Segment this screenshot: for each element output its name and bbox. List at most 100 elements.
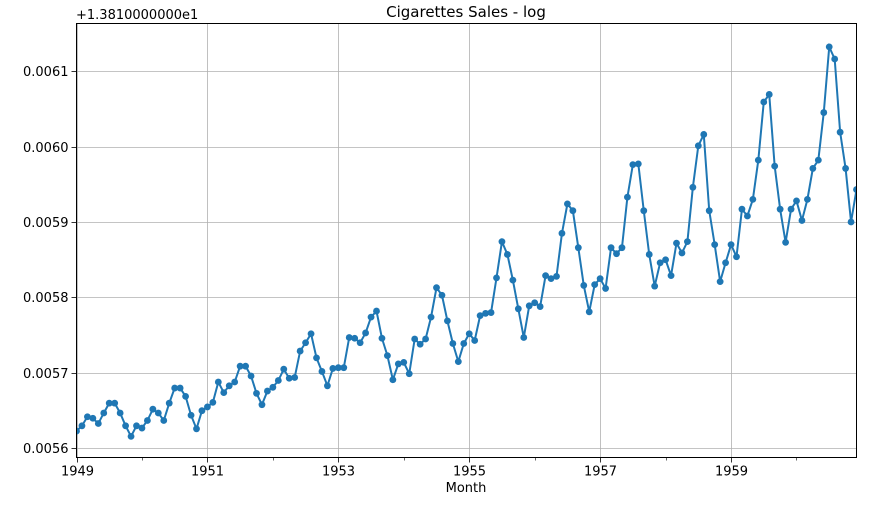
- data-point: [171, 384, 179, 392]
- data-point: [744, 212, 751, 220]
- data-point: [264, 387, 271, 395]
- data-point: [689, 183, 697, 191]
- data-point: [711, 241, 719, 249]
- x-axis-label: Month: [446, 481, 487, 496]
- data-point: [384, 352, 391, 359]
- data-point: [684, 238, 691, 246]
- data-point: [182, 392, 189, 400]
- data-point: [596, 275, 604, 283]
- data-point: [798, 217, 806, 224]
- data-point: [618, 244, 626, 252]
- data-point: [585, 308, 593, 316]
- data-point: [236, 362, 244, 370]
- x-tick-label: 1955: [453, 465, 486, 480]
- data-point: [318, 368, 326, 375]
- data-point: [678, 249, 686, 257]
- data-point: [209, 399, 217, 406]
- data-point: [531, 299, 539, 307]
- data-point: [482, 309, 489, 317]
- data-point: [242, 362, 249, 370]
- data-point: [313, 354, 320, 362]
- series-line: [76, 42, 857, 439]
- data-point: [847, 218, 855, 226]
- data-point: [258, 401, 266, 409]
- data-point: [416, 340, 424, 348]
- data-point: [542, 272, 549, 279]
- data-point: [705, 207, 713, 215]
- data-point: [662, 256, 669, 264]
- data-point: [111, 399, 119, 407]
- data-point: [214, 378, 222, 386]
- data-point: [645, 251, 653, 258]
- data-point: [842, 165, 849, 172]
- x-tick-label: 1957: [584, 465, 617, 480]
- data-point: [776, 205, 784, 213]
- data-point: [574, 244, 582, 252]
- data-point: [274, 377, 282, 384]
- y-tick-label: 0.0059: [23, 216, 69, 231]
- series-markers: [76, 43, 857, 440]
- y-tick-label: 0.0056: [23, 442, 69, 457]
- y-axis: 0.0056 0.0057 0.0058 0.0059 0.0060 0.0061: [23, 65, 77, 457]
- data-point: [624, 193, 631, 201]
- data-point: [471, 337, 479, 344]
- x-tick-label: 1949: [61, 465, 94, 480]
- y-tick-label: 0.0057: [23, 367, 69, 382]
- data-point: [465, 330, 473, 338]
- data-point: [285, 374, 293, 382]
- data-point: [460, 340, 468, 347]
- data-point: [525, 302, 533, 310]
- data-point: [476, 312, 484, 319]
- data-point: [198, 407, 206, 415]
- y-tick-label: 0.0061: [23, 65, 69, 80]
- data-point: [536, 303, 544, 310]
- y-tick-label: 0.0058: [23, 291, 69, 306]
- data-point: [498, 238, 506, 246]
- data-point: [225, 382, 233, 390]
- x-axis: 1949 1951 1953 1955 1957 1959: [61, 457, 797, 480]
- data-point: [307, 330, 315, 338]
- data-point: [324, 382, 331, 390]
- data-point: [749, 195, 757, 203]
- data-point: [591, 281, 599, 289]
- x-tick-label: 1951: [191, 465, 224, 480]
- data-point: [89, 414, 97, 422]
- data-point: [160, 417, 168, 424]
- data-point: [853, 186, 857, 193]
- data-point: [787, 205, 795, 213]
- data-point: [673, 239, 680, 247]
- data-point: [547, 275, 555, 283]
- data-point: [231, 378, 239, 386]
- data-point: [329, 365, 337, 372]
- data-point: [613, 250, 620, 258]
- data-point: [411, 335, 419, 343]
- data-point: [389, 376, 397, 384]
- data-point: [133, 422, 140, 430]
- data-point: [280, 365, 288, 373]
- data-point: [76, 427, 80, 435]
- data-point: [269, 383, 277, 391]
- data-point: [487, 309, 495, 316]
- data-point: [356, 339, 364, 347]
- data-point: [727, 241, 735, 249]
- data-point: [176, 384, 184, 392]
- plot-area: [76, 23, 857, 458]
- data-point: [94, 420, 102, 427]
- data-point: [405, 370, 413, 378]
- data-point: [493, 274, 500, 282]
- data-point: [694, 142, 702, 150]
- data-point: [291, 374, 299, 381]
- data-point: [809, 165, 817, 172]
- data-point: [449, 340, 457, 347]
- data-point: [362, 329, 369, 337]
- data-point: [247, 372, 255, 380]
- data-point: [602, 285, 609, 292]
- data-point: [509, 276, 517, 284]
- data-point: [296, 347, 304, 355]
- data-point: [771, 162, 779, 170]
- data-point: [373, 307, 380, 315]
- data-point: [253, 389, 260, 397]
- data-point: [340, 364, 348, 372]
- data-point: [433, 284, 440, 292]
- data-point: [302, 339, 309, 347]
